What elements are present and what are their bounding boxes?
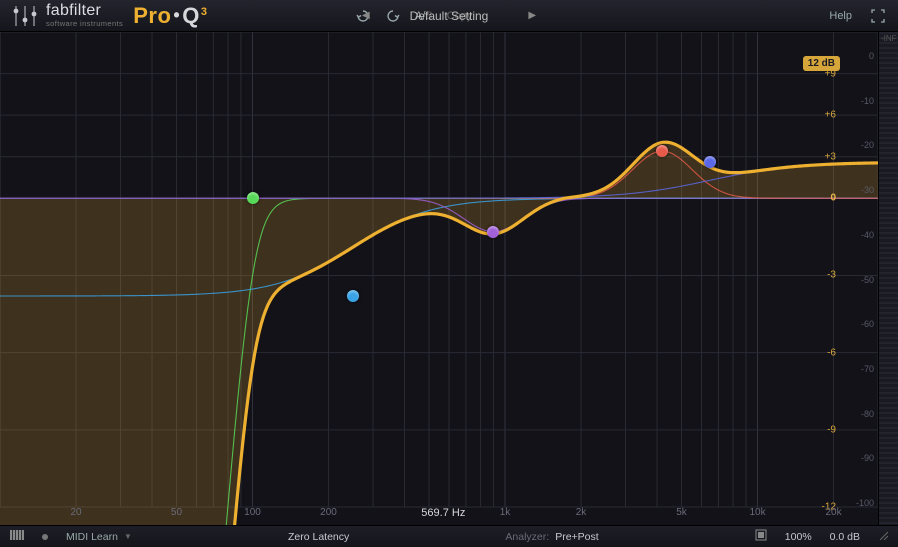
band-handle-1[interactable] (247, 192, 259, 204)
brand-logo: fabfilter software instruments Pro • Q 3 (0, 0, 219, 31)
preset-selector[interactable]: ◀ Default Setting ▶ (362, 9, 536, 23)
brand-sub: software instruments (46, 20, 123, 28)
product-name: Pro • Q 3 (133, 3, 207, 29)
band-handle-2[interactable] (347, 290, 359, 302)
midi-learn-button[interactable]: MIDI Learn ▼ (66, 531, 132, 543)
gui-scale-button[interactable]: 100% (785, 531, 812, 543)
fullscreen-icon[interactable] (870, 8, 886, 24)
analyzer-mode-selector[interactable]: Analyzer: Pre+Post (505, 531, 598, 543)
preset-prev-icon[interactable]: ◀ (362, 10, 370, 21)
bottom-bar: MIDI Learn ▼ Zero Latency Analyzer: Pre+… (0, 525, 898, 547)
chevron-down-icon: ▼ (124, 532, 132, 541)
output-meter: -INF (878, 32, 898, 525)
eq-plot[interactable]: 12 dB +9+6+30-3-6-9-12 0-10-20-30-40-50-… (0, 32, 878, 525)
preset-next-icon[interactable]: ▶ (528, 10, 536, 21)
preset-name[interactable]: Default Setting (410, 9, 489, 23)
band-handle-4[interactable] (656, 145, 668, 157)
fabfilter-mark-icon (12, 5, 38, 27)
output-options-icon[interactable] (755, 529, 767, 544)
help-button[interactable]: Help (829, 10, 852, 22)
meter-inf-label: -INF (881, 34, 897, 43)
band-handle-5[interactable] (704, 156, 716, 168)
resize-handle-icon[interactable] (878, 530, 888, 543)
band-handle-3[interactable] (487, 226, 499, 238)
top-bar: fabfilter software instruments Pro • Q 3… (0, 0, 898, 32)
eq-display: 12 dB +9+6+30-3-6-9-12 0-10-20-30-40-50-… (0, 32, 898, 525)
brand-name: fabfilter (46, 2, 101, 19)
output-gain-readout[interactable]: 0.0 dB (830, 531, 860, 543)
midi-indicator-icon (42, 534, 48, 540)
phase-mode-selector[interactable]: Zero Latency (288, 531, 349, 543)
eq-curves (0, 32, 878, 525)
piano-display-icon[interactable] (10, 530, 24, 543)
